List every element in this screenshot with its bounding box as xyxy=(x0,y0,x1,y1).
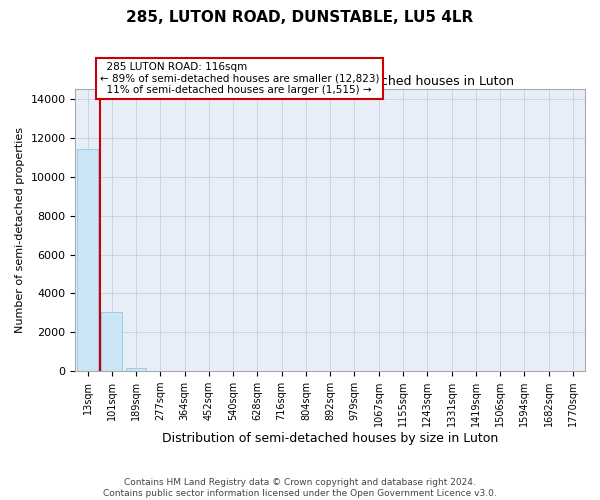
Bar xyxy=(77,150,98,371)
Bar xyxy=(150,370,170,371)
Text: 285, LUTON ROAD, DUNSTABLE, LU5 4LR: 285, LUTON ROAD, DUNSTABLE, LU5 4LR xyxy=(127,10,473,25)
X-axis label: Distribution of semi-detached houses by size in Luton: Distribution of semi-detached houses by … xyxy=(162,432,499,445)
Text: 285 LUTON ROAD: 116sqm
← 89% of semi-detached houses are smaller (12,823)
  11% : 285 LUTON ROAD: 116sqm ← 89% of semi-det… xyxy=(100,62,379,95)
Y-axis label: Number of semi-detached properties: Number of semi-detached properties xyxy=(15,127,25,333)
Text: Contains HM Land Registry data © Crown copyright and database right 2024.
Contai: Contains HM Land Registry data © Crown c… xyxy=(103,478,497,498)
Bar xyxy=(126,368,146,371)
Title: Size of property relative to semi-detached houses in Luton: Size of property relative to semi-detach… xyxy=(147,75,514,88)
Bar xyxy=(101,312,122,371)
